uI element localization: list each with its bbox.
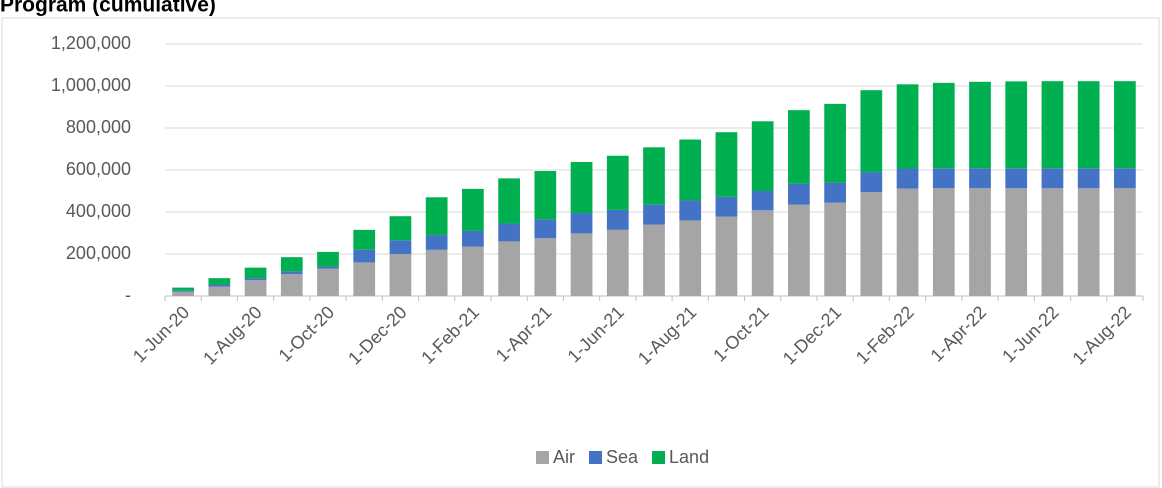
bar-segment [860, 172, 883, 193]
bar-segment [1114, 188, 1136, 296]
legend-label: Sea [606, 447, 639, 467]
bar-segment [389, 240, 412, 254]
bar-segment [606, 155, 629, 210]
bar-segment [172, 291, 194, 296]
bar-segment [244, 280, 267, 296]
y-tick-label: 600,000 [66, 159, 131, 179]
bar-segment [643, 204, 665, 225]
y-tick-label: 1,000,000 [51, 75, 131, 95]
bar-segment [643, 147, 665, 205]
bar-segment [570, 233, 593, 296]
y-tick-label: - [125, 285, 131, 305]
bar-segment [860, 192, 883, 296]
bar-segment [317, 251, 339, 267]
bar-segment [679, 220, 702, 296]
bar-segment [462, 188, 484, 231]
bar-segment [643, 224, 665, 296]
bar-segment [317, 268, 339, 296]
bar-segment [679, 200, 702, 221]
bar-segment [606, 229, 629, 296]
bar-segment [788, 204, 810, 296]
bar-segment [932, 82, 955, 169]
bar-segment [244, 278, 267, 281]
bar-segment [1005, 168, 1028, 189]
y-tick-label: 200,000 [66, 243, 131, 263]
bar-segment [824, 202, 846, 296]
bar-segment [1041, 188, 1064, 296]
bar-segment [534, 171, 557, 220]
bar-segment [353, 262, 376, 296]
bar-segment [172, 287, 194, 291]
bar-segment [1041, 81, 1064, 169]
legend-swatch [652, 451, 666, 464]
bar-segment [969, 188, 991, 296]
bar-segment [969, 81, 991, 169]
bar-segment [969, 168, 991, 189]
bar-segment [715, 196, 738, 217]
bar-segment [788, 183, 810, 205]
legend-label: Air [553, 447, 575, 467]
bar-segment [751, 121, 774, 191]
bar-segment [751, 191, 774, 211]
bar-segment [932, 168, 955, 189]
bar-segment [498, 223, 520, 242]
bar-segment [1077, 81, 1100, 169]
legend-swatch [536, 451, 549, 464]
bar-segment [1077, 188, 1100, 296]
bar-segment [425, 235, 448, 250]
y-tick-label: 400,000 [66, 201, 131, 221]
bar-segment [1077, 168, 1100, 189]
bar-segment [606, 209, 629, 230]
bar-segment [462, 246, 484, 296]
bar-segment [498, 178, 520, 224]
bar-segment [824, 103, 846, 183]
bar-segment [389, 216, 412, 241]
bar-segment [498, 241, 520, 296]
legend-swatch [589, 451, 602, 464]
bar-segment [679, 139, 702, 201]
bar-segment [1114, 81, 1136, 169]
bar-segment [1041, 168, 1064, 189]
legend-label: Land [669, 447, 709, 467]
bar-segment [244, 267, 267, 279]
bar-segment [425, 197, 448, 236]
bar-segment [932, 188, 955, 296]
bar-segment [208, 286, 231, 296]
bar-segment [534, 238, 557, 296]
bar-segment [896, 168, 919, 189]
bar-segment [1114, 168, 1136, 189]
bar-segment [896, 84, 919, 169]
bar-segment [570, 162, 593, 214]
bar-segment [1005, 188, 1028, 296]
bar-segment [860, 90, 883, 173]
bar-segment [389, 254, 412, 296]
bar-segment [570, 213, 593, 234]
bar-segment [462, 230, 484, 247]
bar-segment [353, 249, 376, 263]
bar-segment [280, 271, 303, 274]
bar-segment [788, 110, 810, 184]
bar-segment [715, 216, 738, 296]
bar-segment [208, 284, 231, 287]
bar-segment [715, 132, 738, 197]
bar-segment [172, 290, 194, 292]
bar-segment [208, 278, 231, 285]
bar-segment [896, 188, 919, 296]
bar-segment [280, 273, 303, 296]
bar-segment [824, 182, 846, 203]
bar-segment [534, 219, 557, 239]
bar-segment [353, 229, 376, 250]
bar-segment [1005, 81, 1028, 169]
bar-segment [425, 249, 448, 296]
y-tick-label: 800,000 [66, 117, 131, 137]
bar-segment [280, 257, 303, 272]
y-tick-label: 1,200,000 [51, 33, 131, 53]
chart-title: Program (cumulative) [0, 0, 216, 17]
bar-segment [751, 210, 774, 296]
bar-segment [317, 266, 339, 269]
